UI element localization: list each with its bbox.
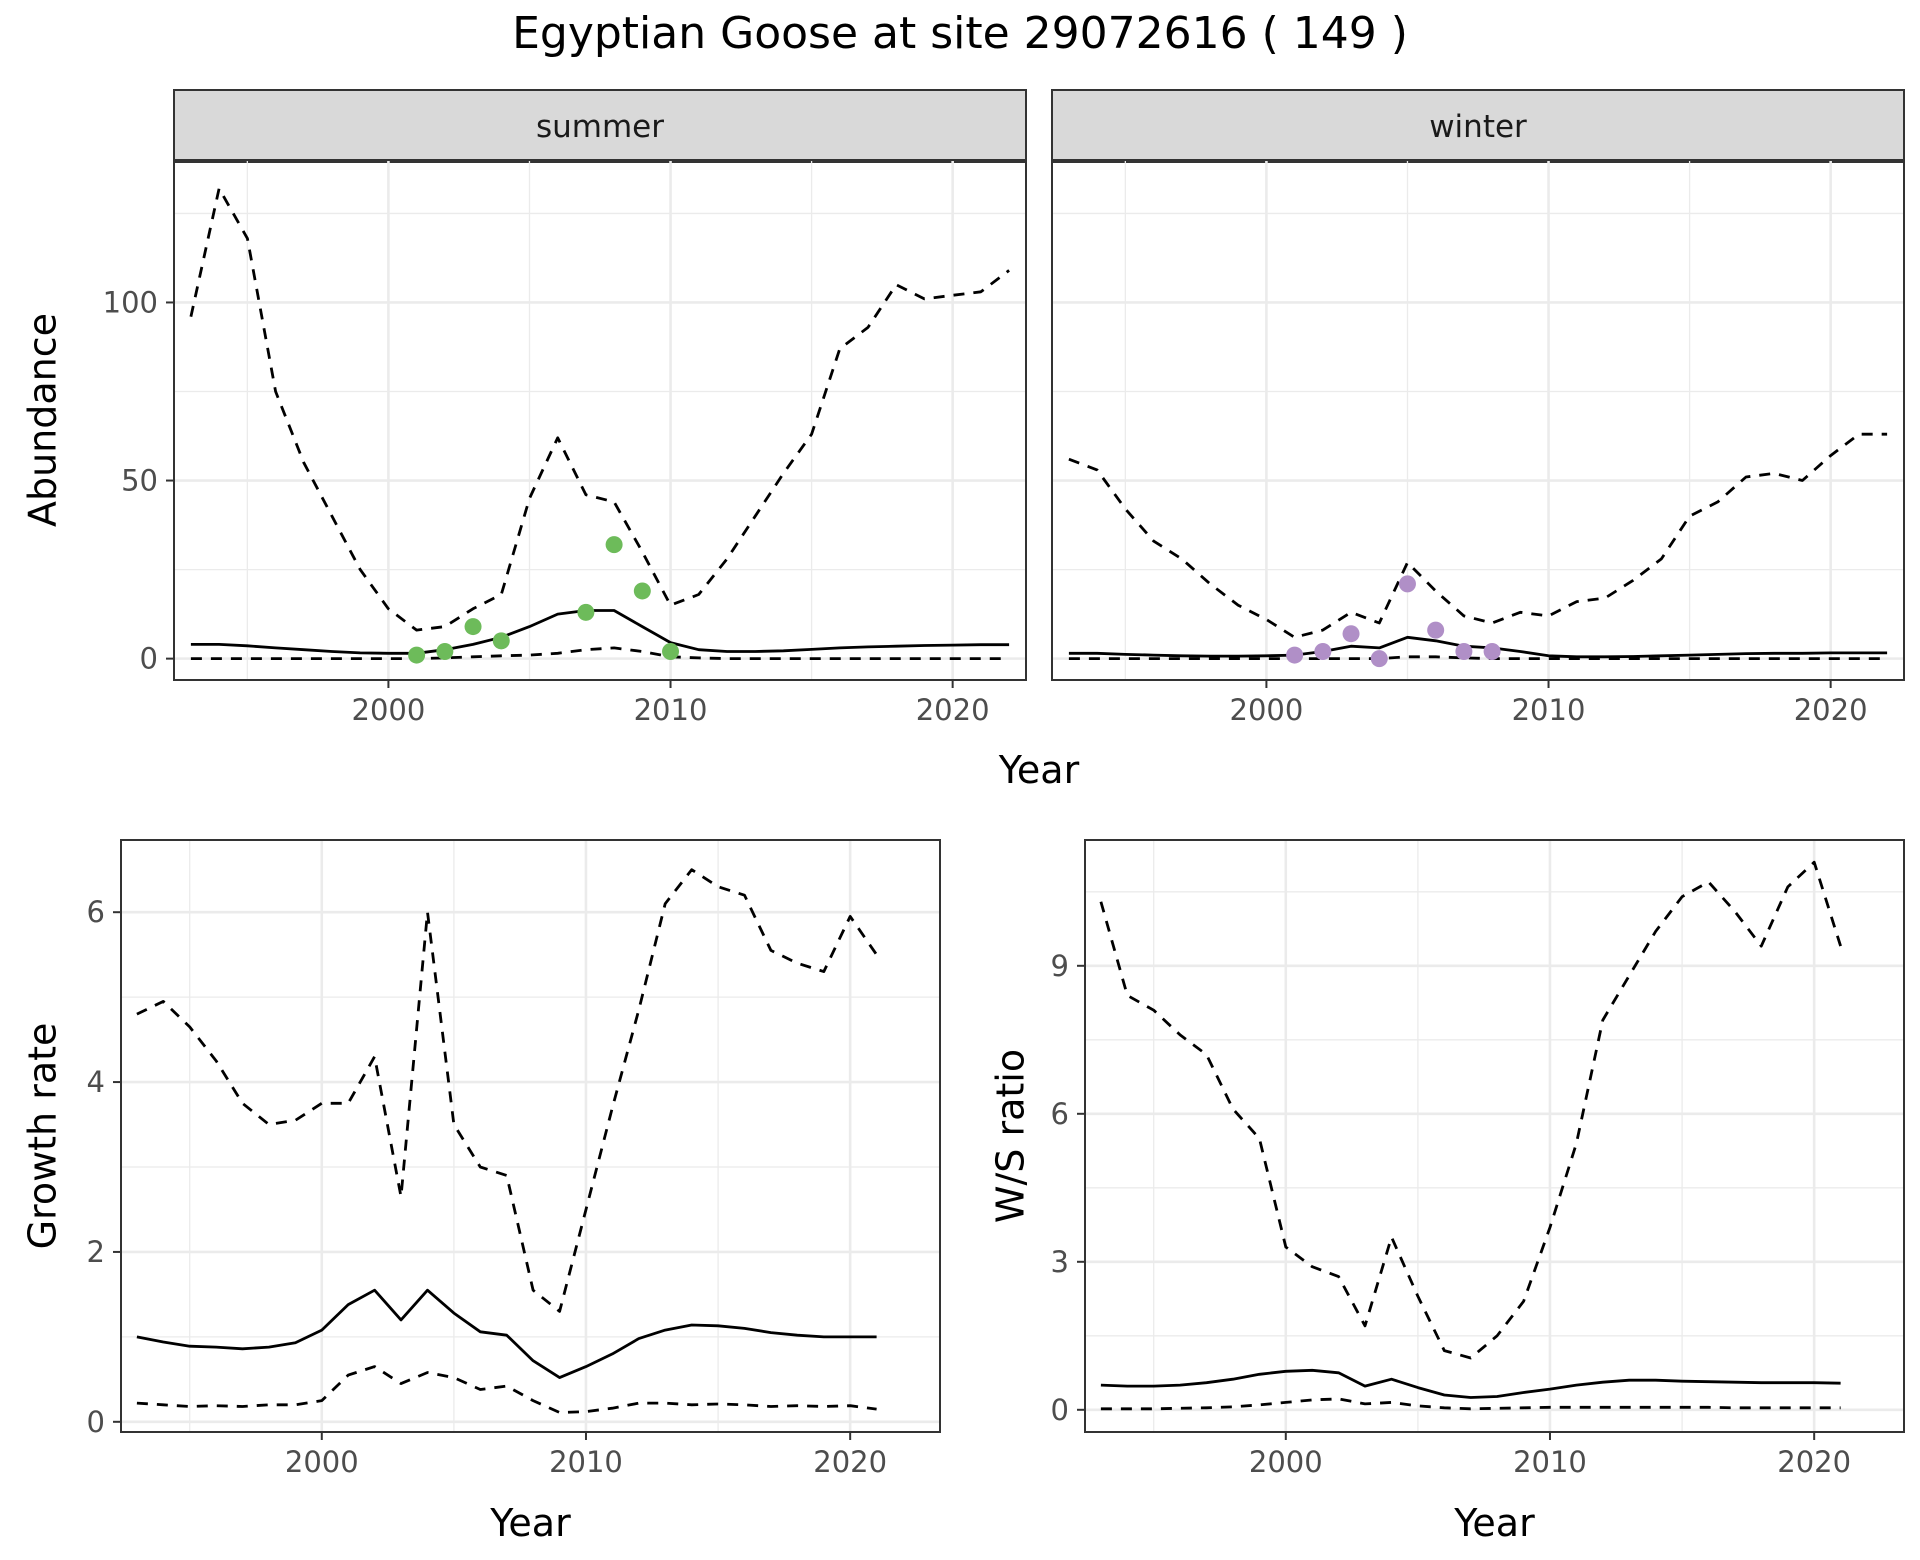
data-point [1398,575,1416,593]
grid-summer [174,160,1026,680]
observed-points-summer [408,536,680,664]
series-line-upper [136,868,878,1313]
series-line-lower [1068,655,1888,660]
data-point [577,603,595,621]
data-point [1314,643,1332,661]
y-tick-label: 2 [87,1235,105,1269]
y-tick-label: 6 [87,895,105,929]
x-tick-label: 2020 [1777,1445,1851,1479]
panel-growth: 2000 2010 2020 0 2 4 6 Year Growth rate [20,839,941,1545]
panel-summer: summer 2000 2010 2020 0 50 100 Year Abundance [20,89,1080,792]
series-line-upper [189,187,1010,632]
y-axis-title: W/S ratio [988,1049,1032,1223]
x-tick-label: 2000 [352,693,426,727]
x-tick-label: 2010 [634,693,708,727]
x-tick-label: 2020 [1794,693,1868,727]
y-tick-label: 100 [103,285,158,319]
x-tick-label: 2000 [1249,1445,1323,1479]
data-point [492,632,510,650]
x-tick-label: 2000 [285,1445,359,1479]
y-tick-label: 0 [87,1405,105,1439]
x-axis-title: Year [998,748,1080,792]
data-point [662,643,680,661]
y-tick-label: 0 [140,642,158,676]
x-tick-label: 2020 [916,693,990,727]
facet-strip-label: summer [536,109,664,145]
y-tick-label: 0 [1051,1393,1069,1427]
series-line-fit [190,609,1010,655]
data-point [605,536,623,554]
grid-ratio [1085,840,1904,1432]
data-point [1427,621,1445,639]
series-line-upper [1068,432,1888,639]
data-point [1370,650,1388,668]
data-point [436,643,454,661]
x-tick-label: 2010 [1513,1445,1587,1479]
y-tick-label: 4 [87,1065,105,1099]
data-point [633,582,651,600]
grid-growth [121,840,940,1432]
facet-strip-summer [173,89,1027,163]
panel-border-ratio [1084,839,1905,1433]
data-point [1342,625,1360,643]
panel-border-winter [1051,159,1905,681]
chart-title: Egyptian Goose at site 29072616 ( 149 ) [512,8,1408,59]
x-axis-title: Year [1453,1501,1535,1545]
series-line-lower [136,1365,877,1414]
observed-points-winter [1286,575,1501,668]
x-tick-label: 2010 [1512,693,1586,727]
series-line-upper [1099,860,1842,1360]
y-tick-label: 3 [1051,1245,1069,1279]
data-point [464,618,482,636]
panel-border-growth [120,839,941,1433]
y-axis-title: Growth rate [20,1023,64,1250]
x-axis-title: Year [489,1501,571,1545]
facet-strip-label: winter [1429,109,1527,145]
x-tick-label: 2000 [1230,693,1304,727]
y-tick-label: 9 [1051,949,1069,983]
series-line-lower [1100,1397,1841,1411]
y-axis-title: Abundance [20,313,64,527]
y-tick-label: 50 [121,464,158,498]
y-tick-label: 6 [1051,1097,1069,1131]
x-tick-label: 2020 [813,1445,887,1479]
facet-strip-winter [1051,89,1905,163]
panel-border-summer [173,159,1027,681]
series-line-fit [136,1288,877,1379]
data-point [408,646,426,664]
data-point [1286,646,1304,664]
data-point [1455,643,1473,661]
grid-winter [1052,160,1904,680]
series-line-fit [1100,1368,1841,1399]
series-line-lower [190,646,1010,660]
series-line-fit [1068,635,1888,659]
data-point [1483,643,1501,661]
x-tick-label: 2010 [549,1445,623,1479]
panel-winter: winter 2000 2010 2020 [1051,89,1905,727]
panel-ratio: 2000 2010 2020 0 3 6 9 Year W/S ratio [988,839,1905,1545]
